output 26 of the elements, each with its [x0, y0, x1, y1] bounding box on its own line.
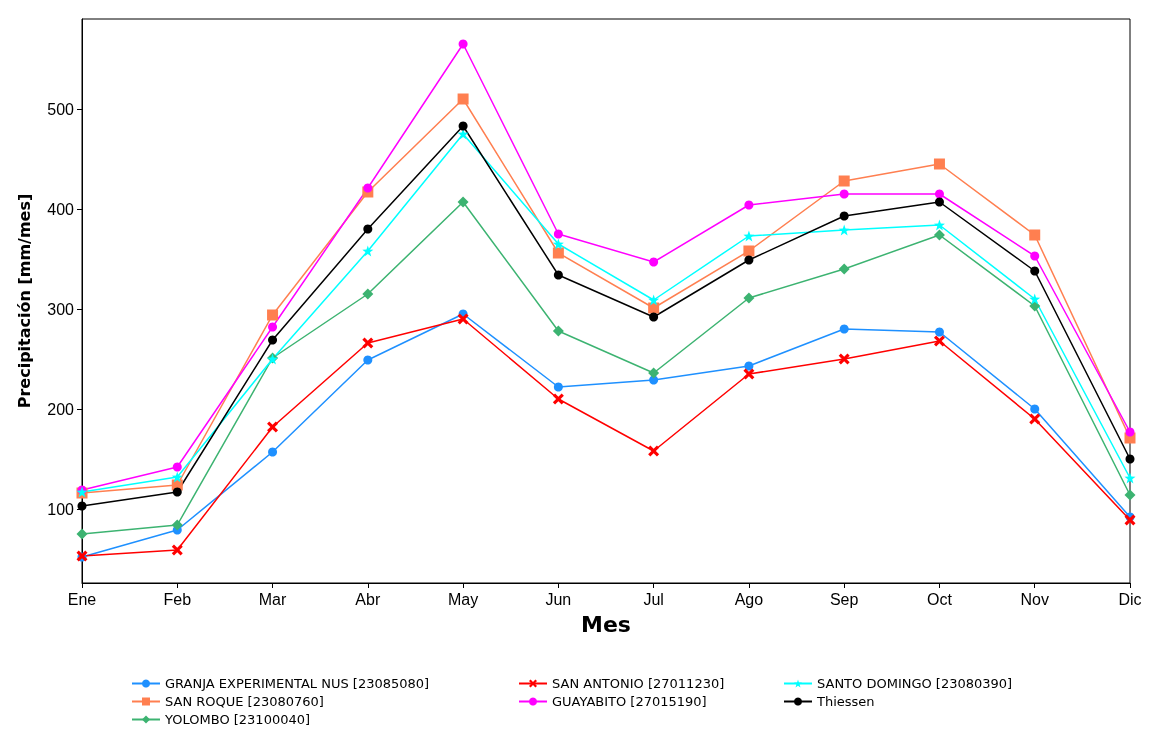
- y-tick-label: 200: [47, 400, 75, 418]
- y-tick-label: 500: [47, 100, 75, 118]
- x-tick-label: Nov: [1020, 590, 1049, 608]
- x-tick-label: Jun: [545, 590, 572, 608]
- legend-label: SANTO DOMINGO [23080390]: [817, 676, 1013, 691]
- legend-label: Thiessen: [816, 694, 875, 709]
- x-tick-label: Jul: [643, 590, 664, 608]
- legend-label: GRANJA EXPERIMENTAL NUS [23085080]: [165, 676, 430, 691]
- x-axis-title: Mes: [581, 611, 631, 637]
- x-tick-label: May: [447, 590, 479, 608]
- x-tick-label: Dic: [1118, 590, 1142, 608]
- x-tick-label: Ene: [67, 590, 97, 608]
- x-tick-label: Feb: [163, 590, 192, 608]
- legend-label: GUAYABITO [27015190]: [552, 694, 707, 709]
- x-tick-label: Ago: [734, 590, 764, 608]
- x-tick-label: Abr: [355, 590, 381, 608]
- y-tick-label: 100: [47, 500, 75, 518]
- x-tick-label: Oct: [927, 590, 953, 608]
- y-tick-label: 300: [47, 300, 75, 318]
- y-axis-title: Precipitación [mm/mes]: [14, 193, 34, 409]
- x-tick-label: Sep: [829, 590, 859, 608]
- y-tick-label: 400: [47, 200, 75, 218]
- legend-label: SAN ROQUE [23080760]: [165, 694, 324, 709]
- x-tick-label: Mar: [258, 590, 287, 608]
- legend-label: SAN ANTONIO [27011230]: [552, 676, 725, 691]
- legend-label: YOLOMBO [23100040]: [164, 712, 311, 727]
